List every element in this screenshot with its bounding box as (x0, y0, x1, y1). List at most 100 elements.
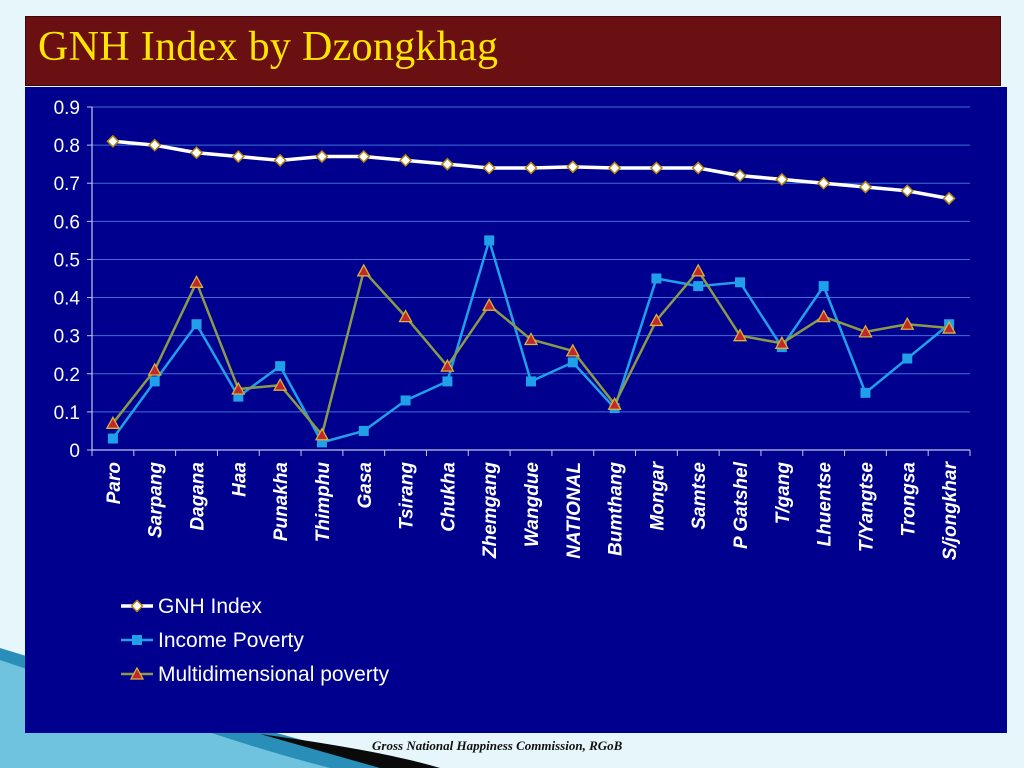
x-tick-label: Paro (104, 462, 125, 504)
data-point (608, 161, 622, 175)
y-tick-label: 0.6 (54, 212, 80, 233)
y-tick-label: 0.8 (54, 136, 80, 157)
data-point (651, 273, 662, 284)
x-tick-label: Gasa (355, 462, 376, 509)
data-point (440, 157, 454, 171)
data-point (358, 425, 369, 436)
x-tick-label: Chukha (438, 462, 459, 532)
legend-label: Multidimensional poverty (158, 663, 390, 686)
legend-label: Income Poverty (158, 629, 304, 652)
legend-label: GNH Index (158, 595, 262, 618)
data-point (900, 184, 914, 198)
x-tick-label: Lhuentse (815, 462, 836, 547)
legend: GNH Index Income Poverty Multidimensional … (121, 595, 390, 686)
data-point (107, 433, 118, 444)
x-tick-label: NATIONAL (564, 462, 585, 559)
data-point (440, 358, 455, 372)
data-point (484, 235, 495, 246)
data-point (607, 396, 622, 410)
data-point (649, 161, 663, 175)
data-point (526, 376, 536, 387)
series (105, 134, 957, 448)
data-point (231, 149, 245, 164)
data-point (774, 335, 789, 349)
x-tick-label: P Gatshel (731, 461, 752, 549)
data-point (442, 376, 453, 387)
data-point (524, 161, 538, 175)
data-point (858, 324, 873, 338)
x-tick-label: Trongsa (898, 462, 919, 537)
y-tick-label: 0.9 (54, 98, 80, 119)
data-point (565, 343, 580, 357)
x-tick-label: Haa (229, 462, 250, 497)
data-point (233, 391, 244, 402)
data-point (315, 149, 329, 164)
data-point (189, 146, 204, 160)
y-tick-label: 0.1 (54, 403, 80, 424)
data-point (942, 191, 956, 206)
title-bar: GNH Index by Dzongkhag (25, 16, 1001, 86)
x-tick-label: S/jongkhar (940, 460, 961, 560)
data-point (130, 599, 144, 613)
data-point (523, 332, 539, 346)
x-tick-label: Wangdue (522, 462, 543, 548)
x-tick-label: Mongar (647, 460, 668, 530)
data-point (818, 281, 829, 292)
y-tick-label: 0.4 (54, 289, 81, 310)
grid (92, 106, 970, 413)
data-point (398, 309, 413, 323)
data-point (566, 160, 580, 174)
data-point (399, 153, 413, 167)
line-chart: 0 0.1 0.2 0.3 0.4 0.5 0.6 0.7 0.8 0.9 Paro Sarpang D… (54, 98, 971, 686)
data-point (567, 357, 578, 368)
series-multidimensional-poverty (105, 263, 957, 441)
chart-panel: 0 0.1 0.2 0.3 0.4 0.5 0.6 0.7 0.8 0.9 Paro Sarpang D… (25, 87, 1007, 733)
y-tick-label: 0.7 (54, 174, 80, 195)
data-point (860, 387, 871, 398)
axes: 0 0.1 0.2 0.3 0.4 0.5 0.6 0.7 0.8 0.9 Paro Sarpang D… (54, 98, 971, 560)
y-tick-label: 0.2 (54, 365, 80, 386)
data-point (106, 134, 120, 148)
data-point (148, 138, 162, 152)
data-point (691, 263, 706, 277)
footer-credit: Gross National Happiness Commission, RGo… (372, 738, 623, 753)
y-tick-label: 0.3 (54, 327, 80, 348)
data-point (482, 161, 496, 175)
x-tick-label: Punakha (271, 462, 292, 542)
data-point (356, 263, 371, 277)
data-point (693, 281, 704, 292)
data-point (316, 437, 327, 448)
legend-item: Multidimensional poverty (121, 663, 390, 686)
x-tick-label: T/Yangtse (856, 462, 877, 553)
data-point (733, 169, 747, 183)
y-tick-label: 0.5 (54, 250, 80, 271)
x-tick-label: Thimphu (313, 462, 334, 543)
data-point (275, 361, 286, 372)
data-point (732, 328, 748, 342)
data-point (735, 277, 746, 288)
data-point (273, 377, 288, 391)
data-point (942, 320, 957, 334)
data-point (147, 362, 162, 376)
x-tick-label: Bumthang (606, 462, 627, 556)
x-tick-label: Dagana (188, 462, 209, 531)
x-tick-label: Sarpang (146, 462, 167, 538)
slide-title: GNH Index by Dzongkhag (38, 24, 499, 70)
x-tick-label: Samtse (689, 462, 710, 530)
data-point (191, 319, 202, 330)
legend-item: Income Poverty (121, 629, 304, 652)
legend-item: GNH Index (121, 595, 262, 618)
data-point (482, 297, 497, 311)
x-tick-label: Zhemgang (480, 462, 501, 559)
x-tick-label: Tsirang (397, 462, 418, 530)
data-point (817, 176, 831, 190)
data-point (273, 153, 287, 167)
data-point (189, 274, 204, 288)
data-point (129, 666, 145, 680)
data-point (231, 381, 246, 395)
series-gnh-index (106, 134, 956, 206)
data-point (858, 180, 873, 194)
data-point (649, 313, 664, 327)
data-point (149, 376, 160, 387)
